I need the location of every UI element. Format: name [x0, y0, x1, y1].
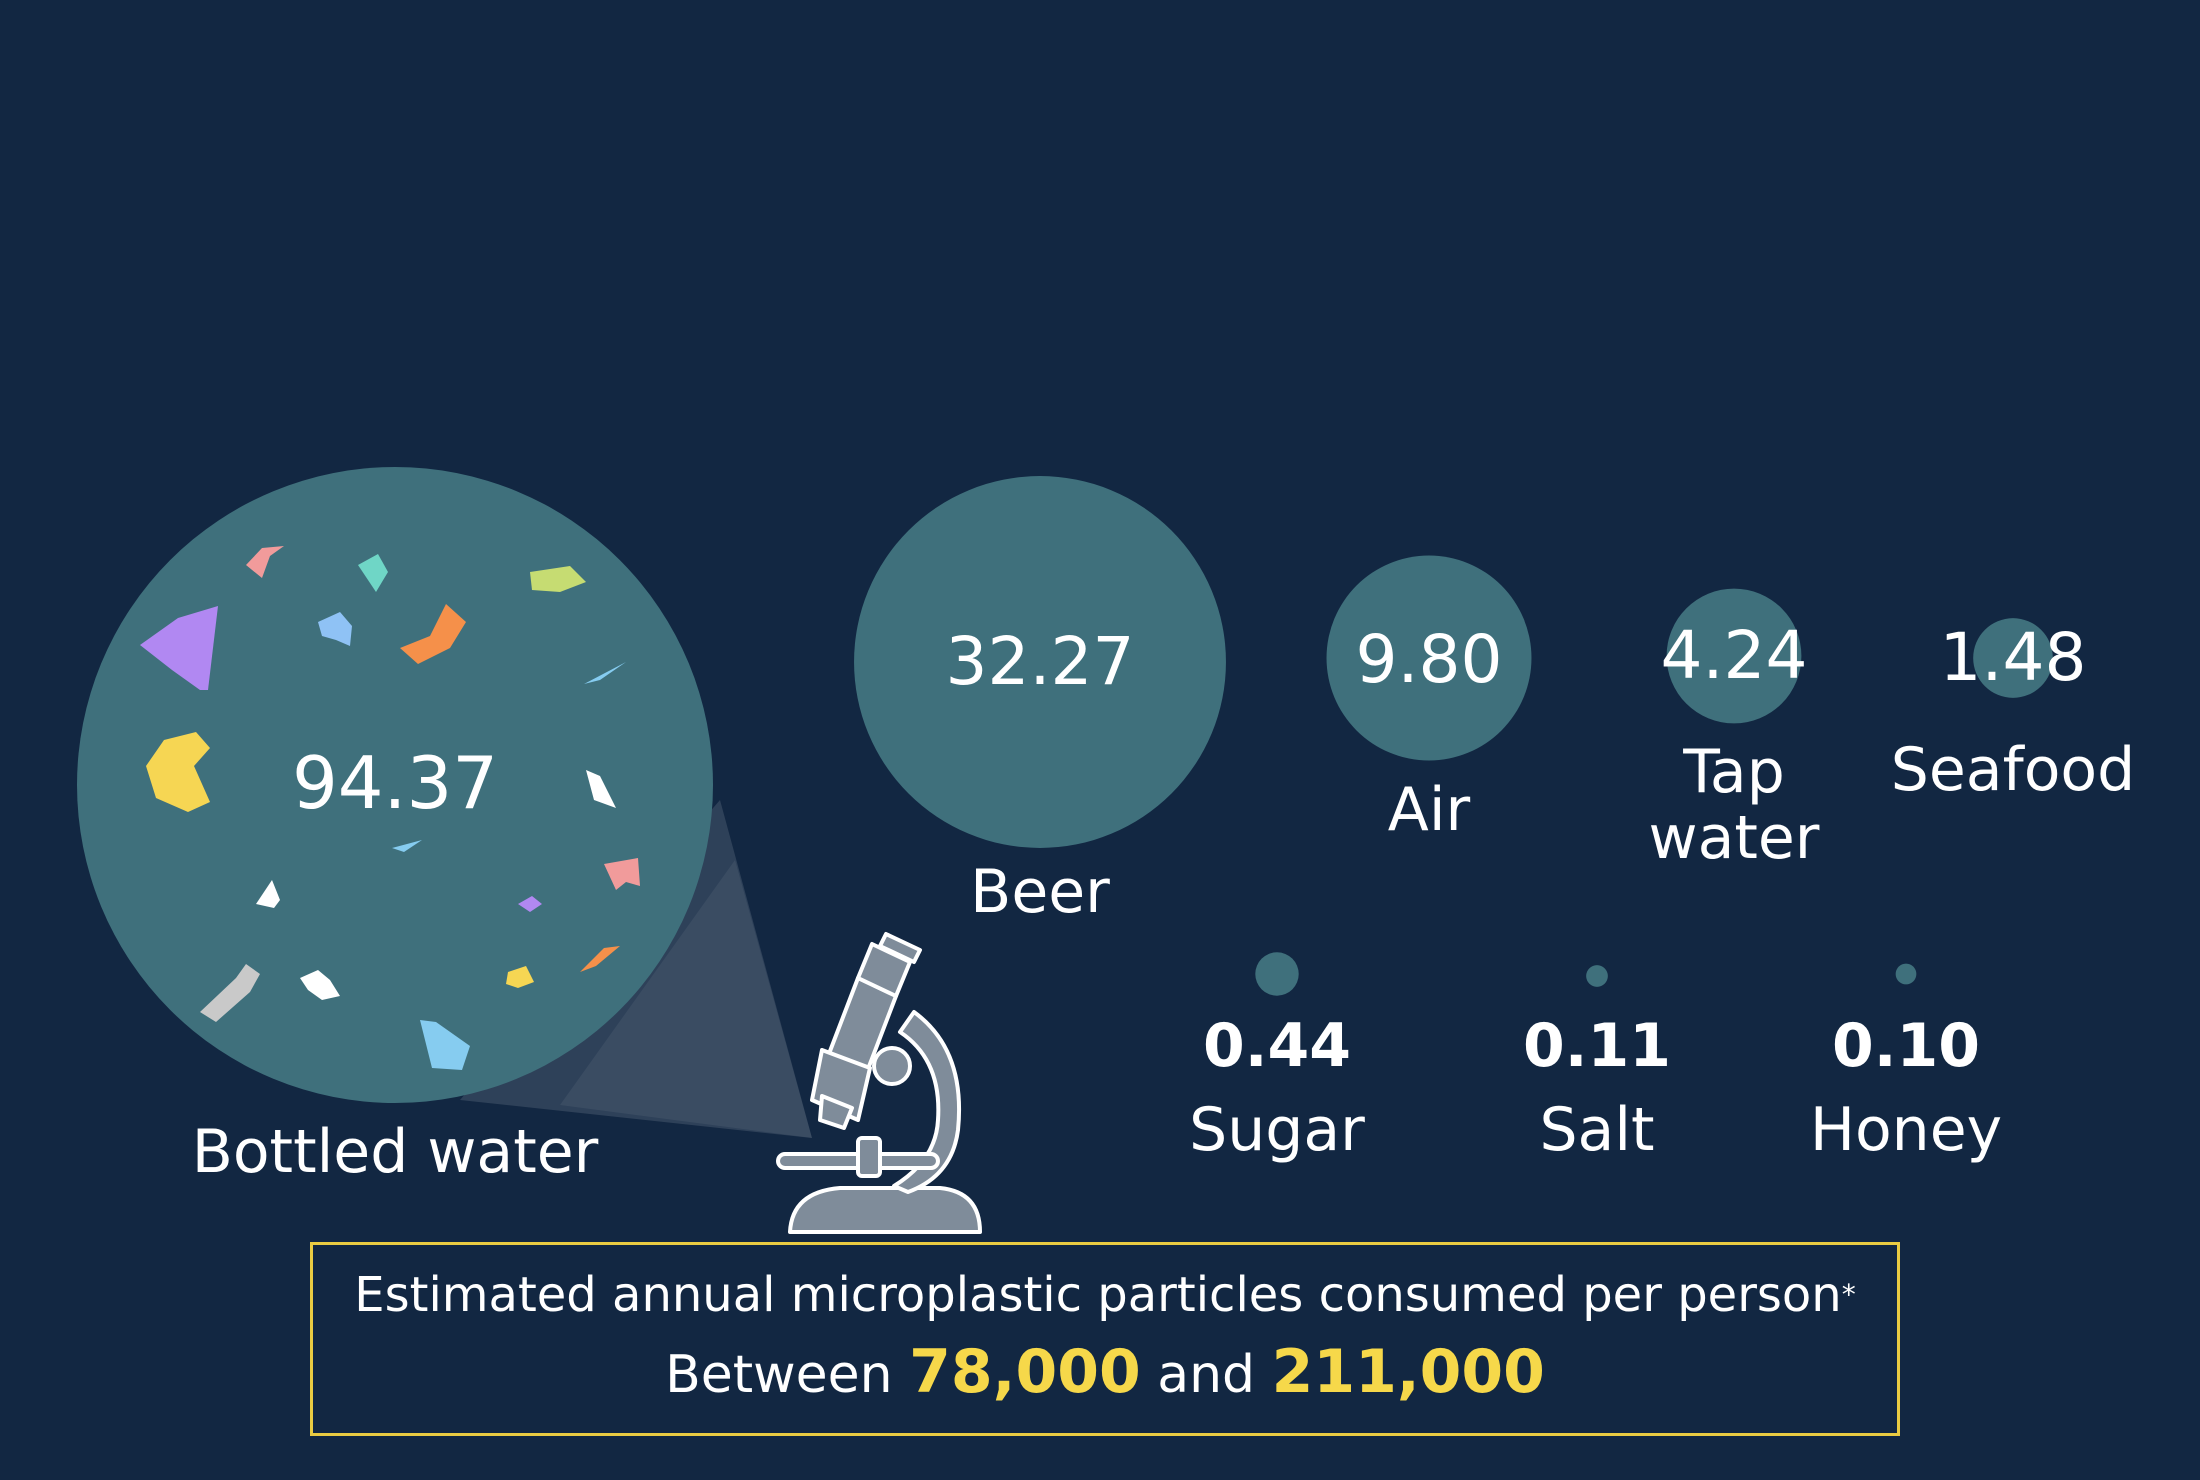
category-label-line: water: [1649, 803, 1820, 873]
summary-box: Estimated annual microplastic particles …: [310, 1242, 1900, 1436]
value-label-beer: 32.27: [946, 623, 1135, 700]
bubble-bottled-water: [77, 467, 713, 1103]
magnifier-cone-inner: [560, 860, 812, 1138]
summary-title: Estimated annual microplastic particles …: [313, 1265, 1897, 1325]
particle-yellow-2: [506, 966, 534, 988]
bubble-layer: 94.37 Bottled water 32.27 Beer 9.80 Air 4.24 Ta…: [77, 467, 2135, 1187]
bubble-tap-water: [1666, 588, 1802, 724]
particle-lime: [530, 566, 586, 592]
value-label-sugar: 0.44: [1203, 1011, 1351, 1081]
footnote-mark: *: [1841, 1278, 1856, 1311]
particle-blue: [318, 612, 352, 646]
bubble-beer: [854, 476, 1226, 848]
particle-teal: [358, 554, 388, 592]
particle-orange-2: [580, 946, 620, 972]
value-label-salt: 0.11: [1523, 1011, 1671, 1081]
particle-purple: [140, 606, 218, 690]
category-label-honey: Honey: [1810, 1095, 2002, 1165]
category-label-beer: Beer: [970, 857, 1110, 927]
particle-pink: [246, 546, 284, 578]
category-label-salt: Salt: [1539, 1095, 1654, 1165]
microscope-base: [788, 1186, 982, 1234]
range-prefix: Between: [665, 1345, 893, 1405]
category-label-sugar: Sugar: [1189, 1095, 1365, 1165]
bubble-air: [1326, 555, 1532, 761]
summary-title-text: Estimated annual microplastic particles …: [354, 1267, 1842, 1323]
category-label-seafood: Seafood: [1891, 735, 2135, 805]
particle-white-3: [300, 970, 340, 1000]
microscope-knob: [872, 1046, 912, 1086]
category-label-tap-water: Tap water: [1649, 737, 1820, 873]
bubble-honey: [1895, 963, 1917, 985]
microscope-objective: [818, 1094, 854, 1130]
value-label-seafood: 1.48: [1940, 619, 2087, 696]
microscope-icon: [776, 932, 982, 1234]
particle-cyan: [584, 662, 626, 684]
range-conjunction: and: [1157, 1345, 1256, 1405]
bubble-seafood: [1973, 618, 2053, 698]
value-label-honey: 0.10: [1832, 1011, 1980, 1081]
value-label-air: 9.80: [1356, 621, 1503, 698]
particle-pink-2: [604, 858, 640, 890]
particle-cyan-3: [420, 1020, 470, 1070]
range-high: 211,000: [1271, 1337, 1545, 1407]
bubble-salt: [1586, 965, 1608, 987]
particle-white-2: [256, 880, 280, 908]
microscope-stage-bracket: [856, 1136, 882, 1178]
range-low: 78,000: [909, 1337, 1141, 1407]
summary-range: Between 78,000 and 211,000: [313, 1337, 1897, 1410]
particle-gray: [200, 964, 260, 1022]
value-label-bottled-water: 94.37: [292, 741, 498, 825]
particle-yellow: [146, 732, 210, 812]
value-label-tap-water: 4.24: [1661, 617, 1808, 694]
particle-purple-2: [518, 896, 542, 912]
category-label-line: Tap: [1682, 737, 1785, 807]
category-label-air: Air: [1388, 775, 1471, 845]
bubble-sugar: [1255, 952, 1299, 996]
particle-orange: [400, 604, 466, 664]
category-label-bottled-water: Bottled water: [192, 1117, 599, 1187]
microscope-eyepiece-top: [878, 932, 922, 964]
particle-cyan-2: [392, 840, 422, 852]
particle-white-1: [586, 770, 616, 808]
microplastic-particles: [140, 546, 640, 1070]
microscope-arm: [892, 1010, 961, 1194]
